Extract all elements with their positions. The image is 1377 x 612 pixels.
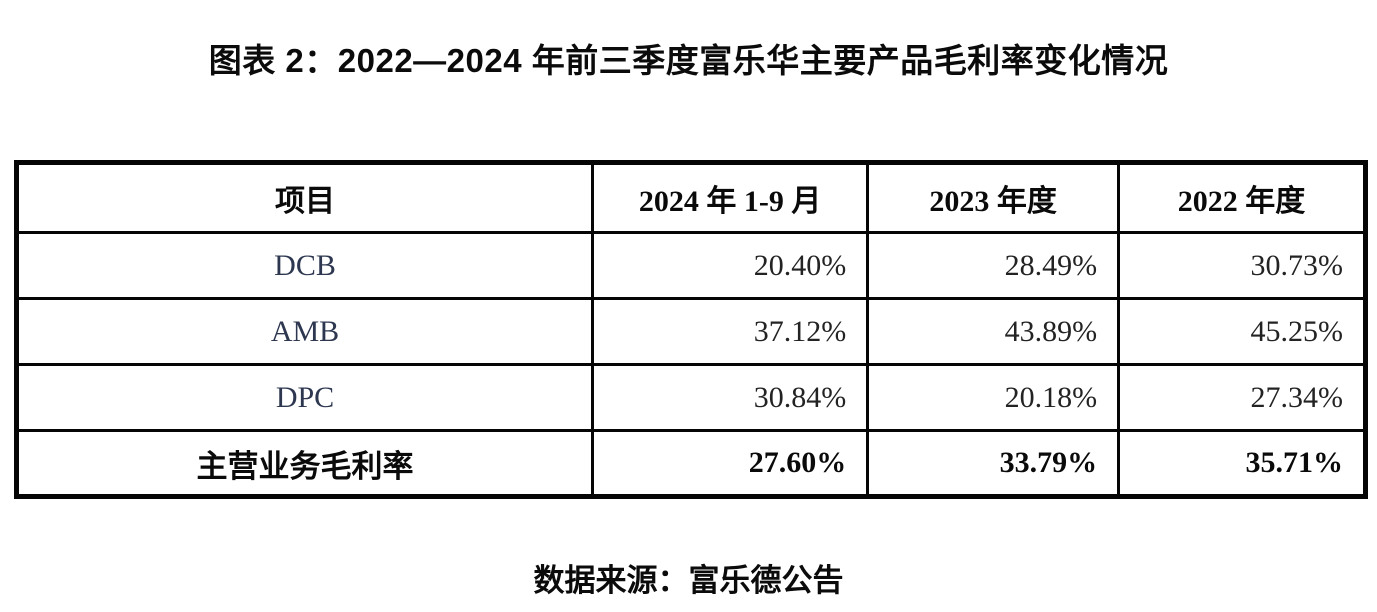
amb-2024-value: 37.12% — [591, 297, 870, 366]
dcb-2023-value: 28.49% — [866, 231, 1121, 300]
row-label-main-business-margin: 主营业务毛利率 — [14, 429, 595, 498]
row-label-dpc: DPC — [14, 363, 595, 432]
column-header-2023: 2023 年度 — [866, 161, 1121, 234]
dpc-2023-value: 20.18% — [866, 363, 1121, 432]
column-header-item: 项目 — [14, 161, 595, 234]
column-header-2024: 2024 年 1-9 月 — [591, 161, 870, 234]
data-source-caption: 数据来源：富乐德公告 — [533, 563, 844, 598]
row-label-dcb: DCB — [14, 231, 595, 300]
table-row-main-business-margin: 主营业务毛利率 27.60% 33.79% 35.71% — [14, 429, 1367, 498]
amb-2023-value: 43.89% — [866, 297, 1121, 366]
dcb-2022-value: 30.73% — [1117, 231, 1367, 300]
figure-title: 图表 2：2022—2024 年前三季度富乐华主要产品毛利率变化情况 — [208, 42, 1169, 79]
dcb-2024-value: 20.40% — [591, 231, 870, 300]
column-header-2022: 2022 年度 — [1117, 161, 1367, 234]
table-row-dpc: DPC 30.84% 20.18% 27.34% — [14, 363, 1367, 432]
amb-2022-value: 45.25% — [1117, 297, 1367, 366]
dpc-2022-value: 27.34% — [1117, 363, 1367, 432]
table-row-dcb: DCB 20.40% 28.49% 30.73% — [14, 231, 1367, 300]
row-label-amb: AMB — [14, 297, 595, 366]
main-margin-2024-value: 27.60% — [591, 429, 870, 498]
main-margin-2022-value: 35.71% — [1117, 429, 1367, 498]
dpc-2024-value: 30.84% — [591, 363, 870, 432]
table-row-amb: AMB 37.12% 43.89% 45.25% — [14, 297, 1367, 366]
table-header-row: 项目 2024 年 1-9 月 2023 年度 2022 年度 — [14, 161, 1367, 234]
gross-margin-table: 项目 2024 年 1-9 月 2023 年度 2022 年度 DCB 20.4… — [14, 160, 1368, 499]
main-margin-2023-value: 33.79% — [866, 429, 1121, 498]
